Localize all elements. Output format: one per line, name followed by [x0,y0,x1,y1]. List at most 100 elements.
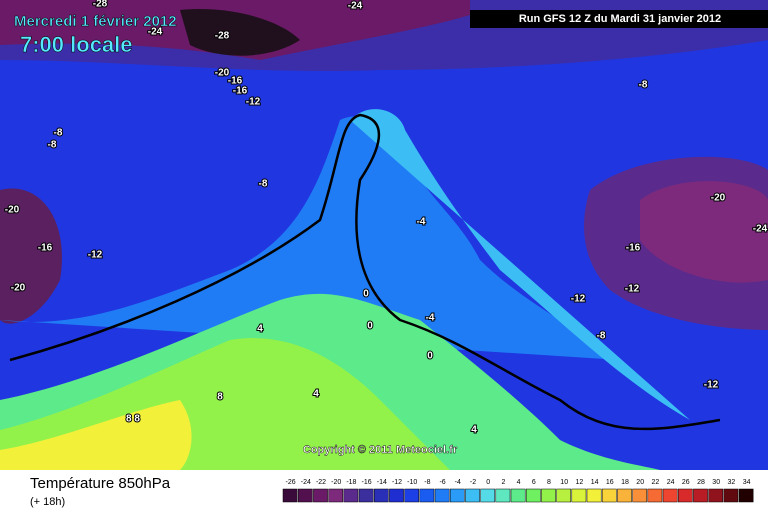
legend-swatch [434,488,450,503]
legend-swatch [677,488,693,503]
contour-label: 4 [313,389,319,400]
legend-swatch [389,488,404,503]
contour-label: -16 [38,243,53,254]
legend-label: -26 [286,479,296,486]
legend-swatch [404,488,420,503]
contour-label: 8 [217,392,223,403]
contour-label: -20 [11,283,26,294]
legend-swatch [525,488,541,503]
legend-swatch [708,488,724,503]
legend-label: 18 [621,479,629,486]
legend-swatch [495,488,511,503]
legend-swatch [738,488,754,503]
contour-label: -20 [711,193,726,204]
contour-label: -4 [426,313,435,324]
legend-swatch [449,488,465,503]
contour-label: -12 [625,284,640,295]
contour-label: -8 [639,80,648,91]
zero-isotherm [9,113,721,431]
legend-label: -22 [316,479,326,486]
legend-swatch [556,488,572,503]
contour-label: 0 [363,289,369,300]
legend-swatch [723,488,739,503]
legend-label: -10 [407,479,417,486]
copyright: Copyright © 2011 Meteociel.fr [303,444,458,456]
contour-label: 0 [367,321,373,332]
legend-swatch [282,488,298,503]
legend-swatch [419,488,435,503]
legend-swatch [358,488,374,503]
contour-label: -8 [54,128,63,139]
contour-label: -12 [704,380,719,391]
legend-swatch [510,488,526,503]
contour-label: -8 [259,179,268,190]
legend-swatch [373,488,389,503]
legend-label: -6 [439,479,445,486]
coldest-core [180,9,300,56]
legend-label: 2 [501,479,505,486]
legend-swatch [647,488,663,503]
legend-swatch [601,488,617,503]
run-info: Run GFS 12 Z du Mardi 31 janvier 2012 [519,13,721,25]
cold-pool-west [0,188,62,324]
legend-label: -18 [346,479,356,486]
legend-swatch [313,488,328,503]
legend-label: -16 [362,479,372,486]
contour-label: -16 [228,76,243,87]
legend-swatch [343,488,359,503]
time: 7:00 locale [20,32,133,57]
legend-label: 14 [591,479,599,486]
legend-label: 32 [728,479,736,486]
contour-label: -8 [48,140,57,151]
contour-label: -12 [88,250,103,261]
legend-label: 6 [532,479,536,486]
legend-swatch [617,488,632,503]
footer-lead: (+ 18h) [30,496,65,508]
legend-label: 16 [606,479,614,486]
contour-label: -28 [93,0,108,10]
legend-label: 4 [517,479,521,486]
legend-swatch [480,488,496,503]
contour-label: -12 [571,294,586,305]
legend-label: 26 [682,479,690,486]
legend-label: -12 [392,479,402,486]
legend-label: 8 [547,479,551,486]
legend-swatch [297,488,313,503]
legend-label: 22 [652,479,660,486]
legend-label: -2 [470,479,476,486]
date: Mercredi 1 février 2012 [14,13,177,30]
legend-label: 0 [486,479,490,486]
legend-label: -20 [331,479,341,486]
legend-swatch [662,488,678,503]
legend-swatch [328,488,344,503]
warmest-zone [0,400,192,470]
contour-label: 4 [471,425,477,436]
run-banner [470,10,768,28]
contour-label: -24 [753,224,768,235]
legend-label: 34 [743,479,751,486]
legend-label: -14 [377,479,387,486]
mild-zone [0,116,620,360]
contour-label: 8 8 [126,414,140,425]
footer-title: Température 850hPa [30,475,171,492]
legend-label: -24 [301,479,311,486]
legend-label: -4 [455,479,461,486]
legend-label: 30 [712,479,720,486]
legend-label: 20 [636,479,644,486]
cool-tongue [350,109,690,420]
contour-label: -16 [233,86,248,97]
contour-label: -24 [348,1,363,12]
legend-swatch [465,488,480,503]
contour-label: -8 [597,331,606,342]
contour-label: -28 [215,31,230,42]
contour-label: -20 [215,68,230,79]
legend-swatch [693,488,708,503]
legend-swatch [541,488,556,503]
legend-swatch [571,488,587,503]
contour-label: -20 [5,205,20,216]
legend-label: 28 [697,479,705,486]
legend-label: -8 [424,479,430,486]
legend-label: 10 [560,479,568,486]
legend-label: 24 [667,479,675,486]
